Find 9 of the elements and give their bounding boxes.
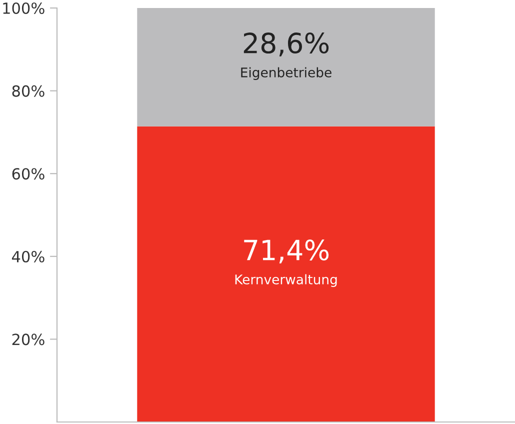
y-tick-label: 20% [12,334,44,346]
y-tick-label: 80% [12,85,44,97]
series-label: Kernverwaltung [235,274,337,287]
series-label: Eigenbetriebe [241,67,332,80]
data-label: 28,6% [244,32,329,56]
y-tick-label: 40% [12,250,44,262]
y-tick-label: 60% [12,168,44,180]
y-tick-label: 100% [3,2,44,14]
data-label: 71,4% [244,240,329,264]
